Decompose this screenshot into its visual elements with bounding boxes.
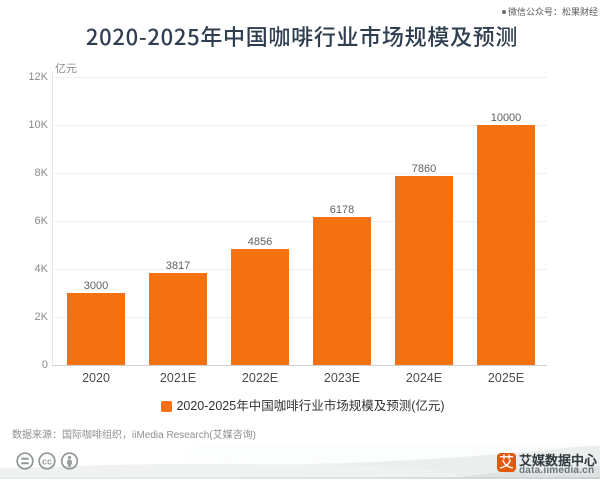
svg-text:cc: cc	[42, 456, 52, 466]
